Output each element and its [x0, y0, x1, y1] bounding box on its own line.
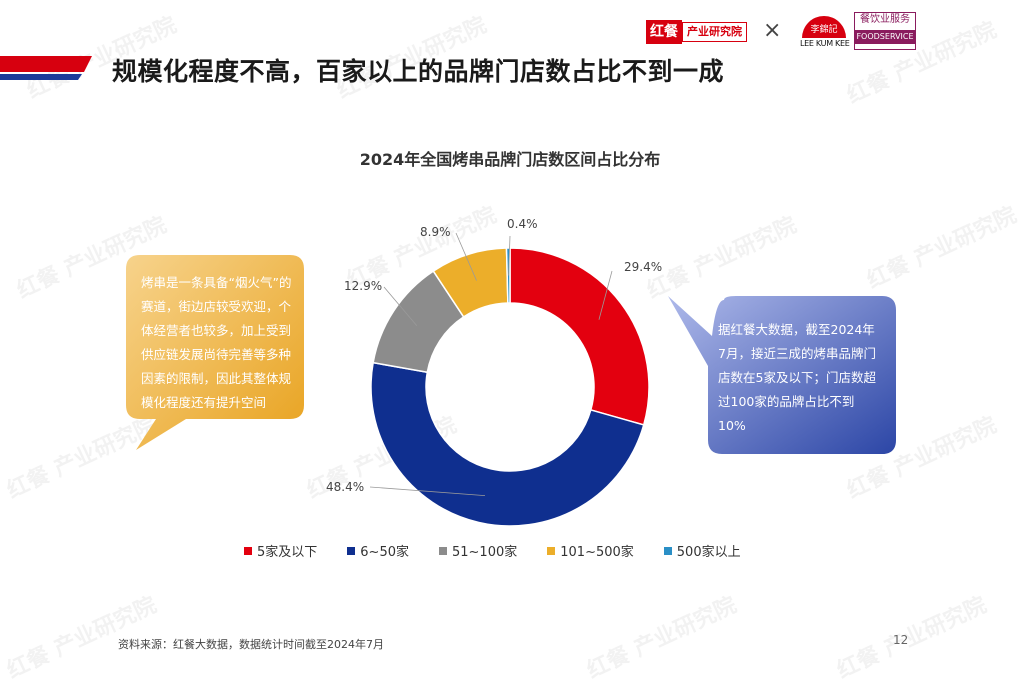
legend-item: 6~50家: [347, 541, 409, 560]
foodservice-en: FOODSERVICE: [855, 30, 915, 44]
lee-kum-kee-name: LEE KUM KEE: [800, 39, 850, 48]
legend-item: 101~500家: [547, 541, 634, 560]
page-number: 12: [893, 633, 909, 647]
legend-swatch: [244, 546, 252, 555]
page-title: 规模化程度不高，百家以上的品牌门店数占比不到一成: [112, 57, 725, 86]
callout-left-text: 烤串是一条具备“烟火气”的赛道，街边店较受欢迎，个体经营者也较多，加上受到供应链…: [141, 275, 292, 410]
data-label: 12.9%: [344, 279, 382, 293]
legend-swatch: [347, 546, 356, 555]
legend-label: 500家以上: [676, 545, 741, 560]
foodservice-logo: 餐饮业服务 FOODSERVICE: [854, 12, 916, 50]
lee-kum-kee-logo: 李錦記 LEE KUM KEE: [800, 10, 850, 50]
lee-kum-kee-cn: 李錦記: [810, 23, 837, 35]
legend-swatch: [663, 546, 672, 555]
callout-right-bubble: [668, 296, 896, 454]
donut-slice: [370, 361, 645, 527]
data-label: 29.4%: [624, 260, 662, 274]
leader-line: [508, 235, 511, 276]
legend-label: 51~100家: [452, 545, 518, 560]
hongcan-logo: 红餐 产业研究院: [646, 20, 747, 44]
leader-line: [369, 486, 486, 497]
legend-label: 101~500家: [560, 545, 634, 560]
leader-line: [598, 270, 613, 320]
legend-label: 5家及以下: [257, 545, 318, 560]
legend-label: 6~50家: [360, 545, 409, 560]
callout-left-bubble: [126, 255, 304, 450]
legend-item: 51~100家: [439, 541, 517, 560]
leader-line: [455, 232, 477, 281]
source-note: 资料来源：红餐大数据，数据统计时间截至2024年7月: [118, 638, 384, 651]
callout-right-text: 据红餐大数据，截至2024年7月，接近三成的烤串品牌门店数在5家及以下；门店数超…: [718, 322, 876, 433]
data-label: 48.4%: [326, 480, 364, 494]
legend-item: 500家以上: [663, 541, 741, 560]
data-label: 0.4%: [507, 217, 538, 231]
leader-line: [383, 286, 418, 327]
chart-legend: 5家及以下 6~50家 51~100家 101~500家 500家以上: [244, 541, 741, 560]
legend-swatch: [547, 546, 556, 555]
foodservice-cn: 餐饮业服务: [860, 14, 910, 25]
hongcan-logo-main: 红餐: [646, 20, 682, 44]
hongcan-logo-sub: 产业研究院: [682, 22, 747, 42]
donut-slice: [509, 247, 650, 426]
cross-icon: ×: [763, 18, 782, 43]
legend-item: 5家及以下: [244, 541, 317, 560]
lee-kum-kee-emblem: 李錦記: [802, 16, 846, 38]
title-accent-bars: [0, 56, 92, 80]
chart-title: 2024年全国烤串品牌门店数区间占比分布: [359, 150, 661, 169]
legend-swatch: [439, 546, 447, 555]
data-label: 8.9%: [420, 225, 451, 239]
